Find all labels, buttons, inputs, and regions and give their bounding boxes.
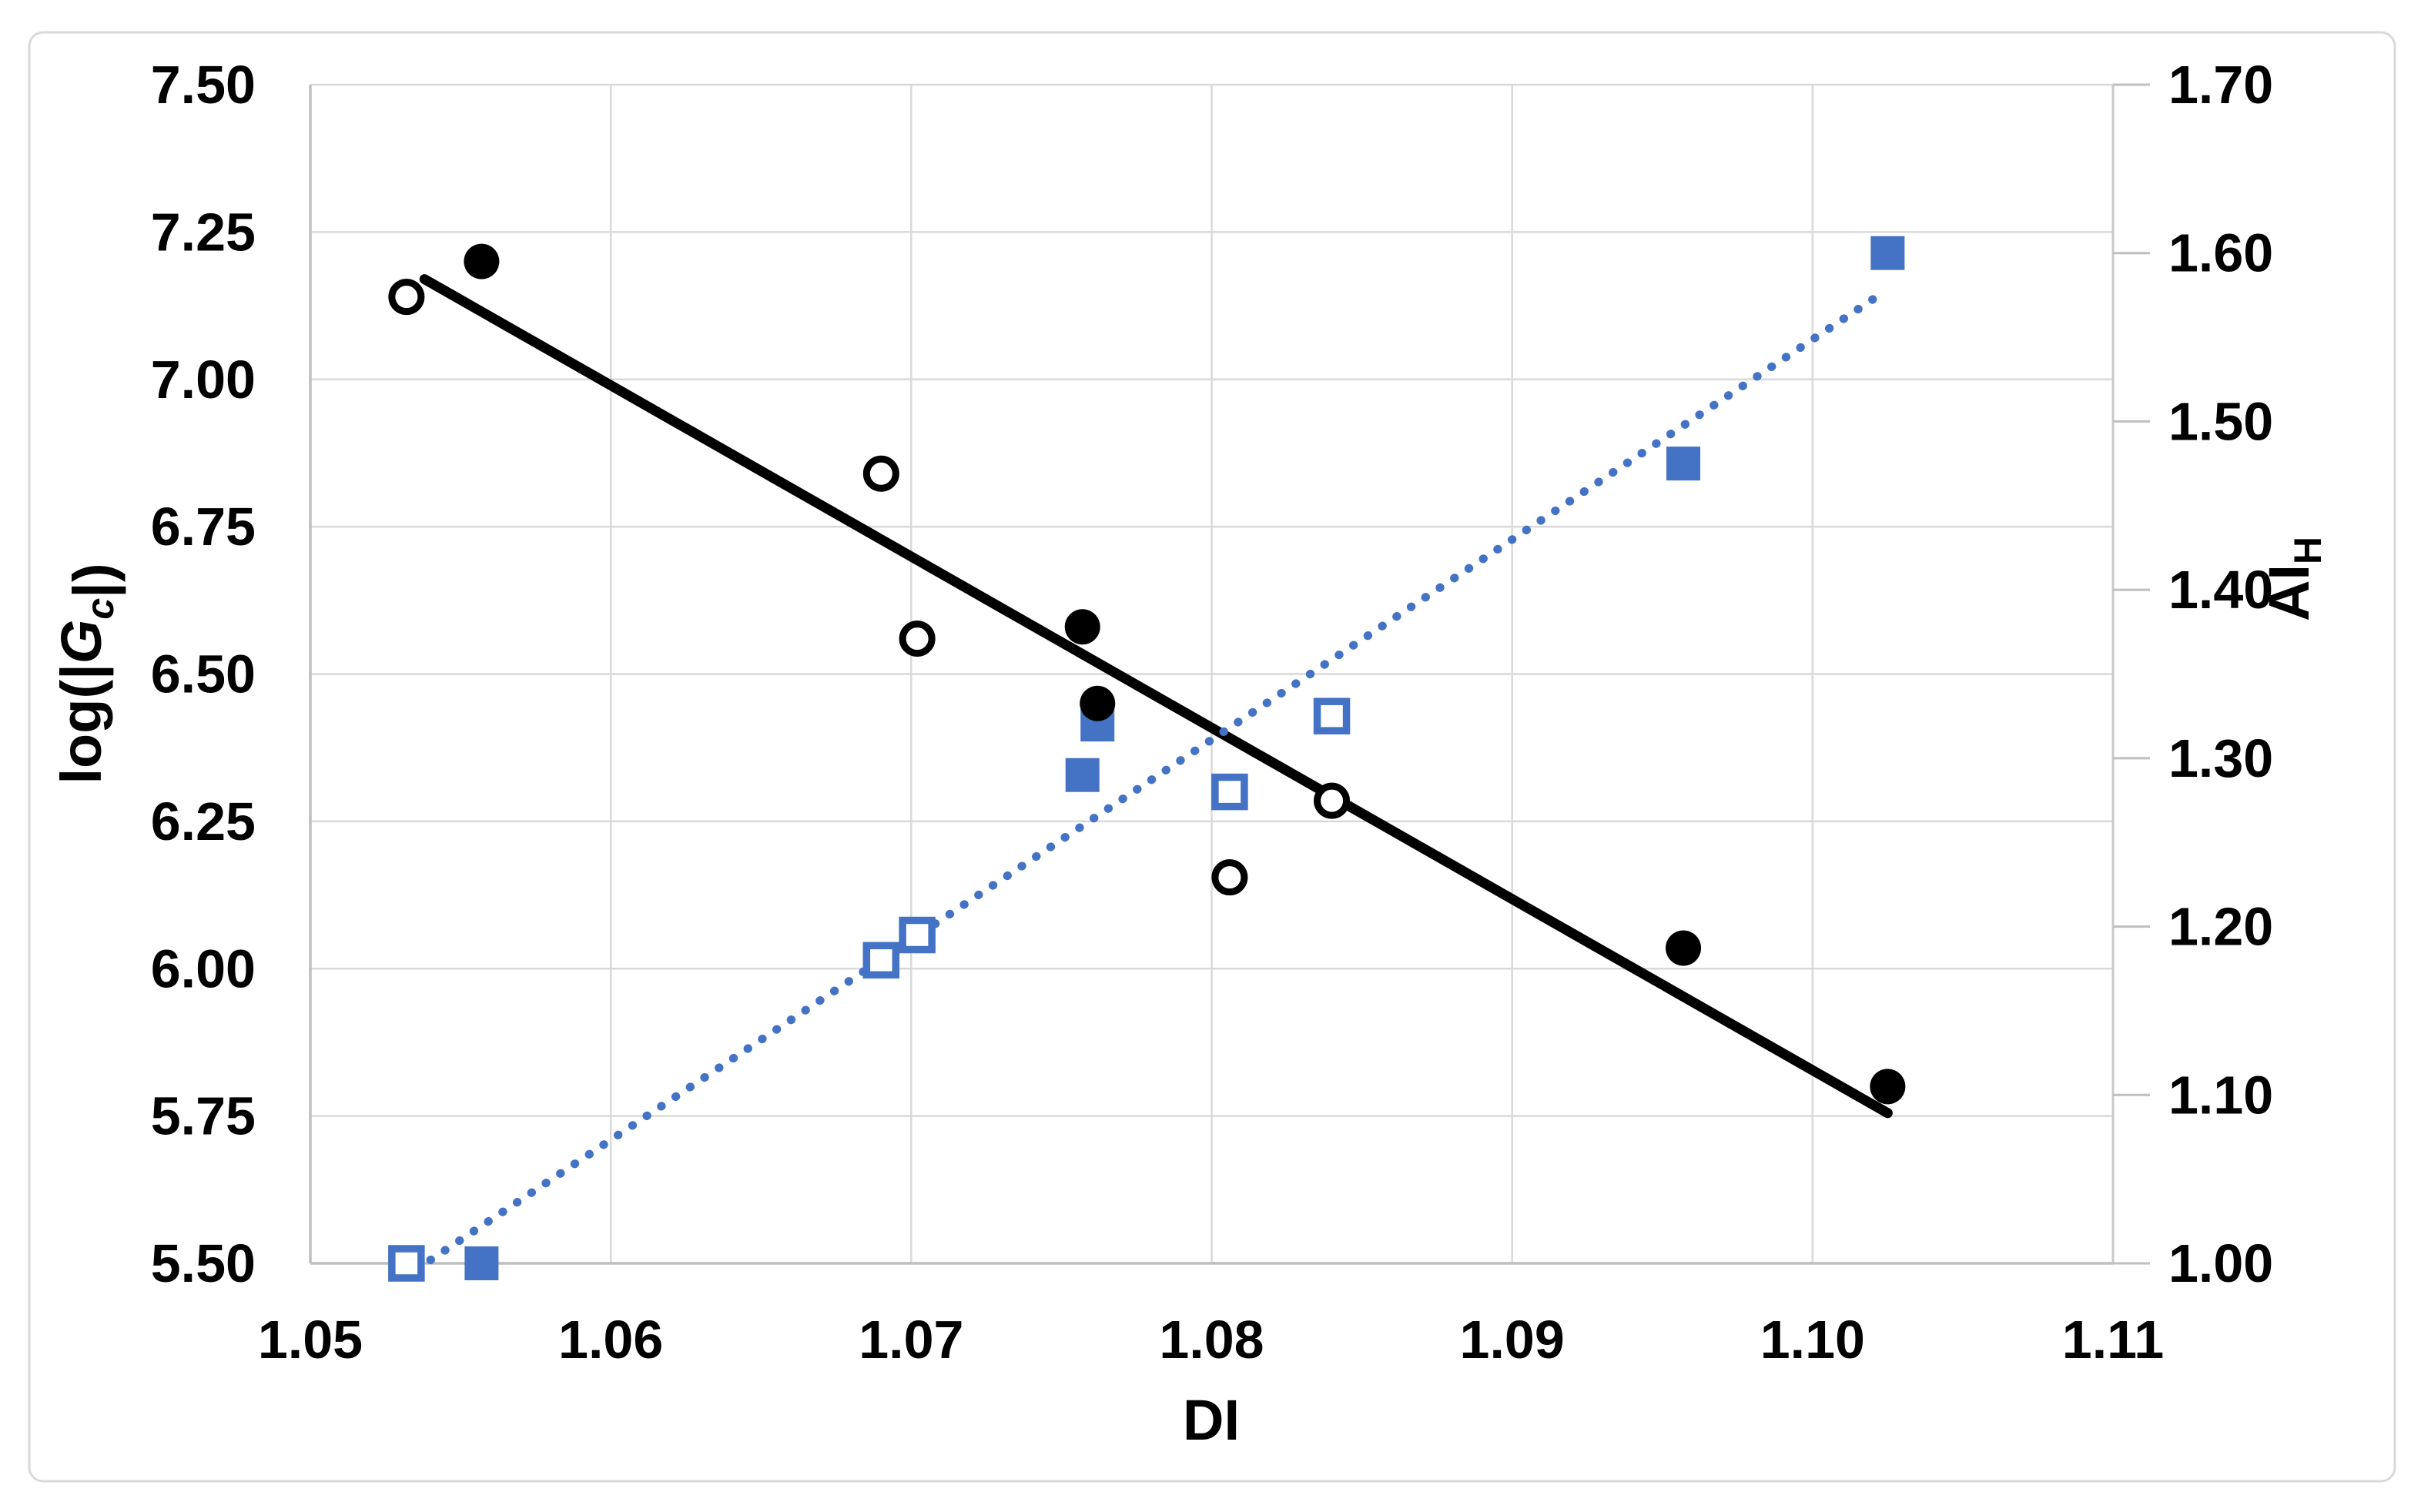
left-axis-title: log(|Gc|) (49, 563, 126, 784)
marker-filled-square (1870, 236, 1905, 270)
x-axis-tick-labels: 1.05 1.06 1.07 1.08 1.09 1.10 1.11 (258, 1310, 2164, 1370)
marker-open-square (1313, 697, 1351, 734)
marker-filled-square (1065, 758, 1100, 792)
x-tick-label: 1.06 (558, 1310, 663, 1370)
left-tick-label: 7.50 (151, 55, 256, 115)
left-tick-label: 7.00 (151, 350, 256, 410)
axis-title-part: H (2286, 537, 2329, 564)
x-tick-label: 1.08 (1159, 1310, 1264, 1370)
x-tick-label: 1.07 (859, 1310, 963, 1370)
marker-open-circle (388, 279, 425, 316)
right-axis-tick-labels: 1.70 1.60 1.50 1.40 1.30 1.20 1.10 1.00 (2168, 55, 2273, 1293)
axis-title-part: log(| (49, 664, 114, 784)
x-tick-label: 1.10 (1760, 1310, 1865, 1370)
blue-dotted-trendline (426, 289, 1887, 1265)
marker-open-square (862, 942, 900, 979)
left-axis-tick-labels: 7.50 7.25 7.00 6.75 6.50 6.25 6.00 5.75 5.50 (151, 55, 256, 1293)
marker-filled-square (1666, 447, 1701, 481)
left-tick-label: 6.50 (151, 644, 256, 704)
x-tick-label: 1.05 (258, 1310, 363, 1370)
chart-border (28, 31, 2396, 1483)
axis-title-part: c (79, 598, 122, 620)
right-axis-tick-marks (2113, 83, 2150, 1265)
right-tick-label: 1.70 (2168, 55, 2273, 115)
left-tick-label: 6.00 (151, 938, 256, 999)
marker-filled-circle (1666, 930, 1702, 966)
marker-open-circle (862, 455, 899, 492)
left-tick-label: 6.25 (151, 791, 256, 851)
right-tick-label: 1.20 (2168, 897, 2273, 957)
marker-open-circle (1314, 782, 1351, 819)
axis-title-part: |) (62, 563, 126, 597)
axis-lines (309, 85, 2115, 1265)
marker-filled-circle (1080, 685, 1116, 721)
x-tick-label: 1.09 (1460, 1310, 1565, 1370)
black-solid-trendline (419, 274, 1893, 1119)
marker-filled-circle (1870, 1069, 1906, 1105)
marker-filled-circle (464, 243, 500, 279)
marker-filled-square (464, 1246, 499, 1280)
right-axis-title: AIH (2257, 537, 2329, 621)
marker-filled-circle (1064, 609, 1100, 645)
left-tick-label: 6.75 (151, 497, 256, 557)
left-tick-label: 7.25 (151, 202, 256, 262)
x-axis-title: DI (1183, 1388, 1240, 1452)
marker-open-circle (1211, 859, 1248, 896)
right-tick-label: 1.40 (2168, 560, 2273, 620)
x-tick-label: 1.11 (2062, 1310, 2164, 1370)
right-tick-label: 1.30 (2168, 728, 2273, 788)
series-markers (388, 236, 1906, 1282)
left-tick-label: 5.75 (151, 1086, 256, 1146)
right-tick-label: 1.10 (2168, 1065, 2273, 1125)
left-tick-label: 5.50 (151, 1233, 256, 1293)
marker-open-square (388, 1245, 425, 1282)
right-tick-label: 1.50 (2168, 391, 2273, 451)
marker-open-circle (899, 621, 936, 657)
axis-title-part: G (49, 620, 113, 664)
marker-open-square (899, 916, 936, 954)
right-tick-label: 1.60 (2168, 223, 2273, 283)
trendlines (419, 274, 1893, 1265)
right-tick-label: 1.00 (2168, 1233, 2273, 1293)
marker-open-square (1211, 773, 1248, 811)
axis-title-part: AI (2257, 564, 2321, 621)
